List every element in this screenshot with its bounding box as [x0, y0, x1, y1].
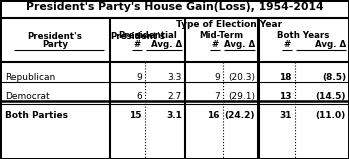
Text: (8.5): (8.5) [322, 73, 346, 82]
Text: Democrat: Democrat [5, 92, 50, 101]
Text: Both Years: Both Years [277, 31, 330, 40]
Text: Mid-Term: Mid-Term [199, 31, 244, 40]
Text: 3.3: 3.3 [168, 73, 182, 82]
Text: #: # [212, 40, 219, 49]
Text: Republican: Republican [5, 73, 55, 82]
Text: (14.5): (14.5) [315, 92, 346, 101]
Text: #: # [134, 40, 141, 49]
Text: (24.2): (24.2) [224, 111, 255, 120]
Text: 31: 31 [280, 111, 292, 120]
Text: 9: 9 [214, 73, 220, 82]
Text: Party: Party [42, 40, 68, 49]
Text: #: # [284, 40, 291, 49]
Text: Avg. Δ: Avg. Δ [151, 40, 182, 49]
Text: (29.1): (29.1) [228, 92, 255, 101]
Text: 2.7: 2.7 [168, 92, 182, 101]
Text: 13: 13 [280, 92, 292, 101]
Text: 3.1: 3.1 [166, 111, 182, 120]
Text: President's Party's House Gain(Loss), 1954-2014: President's Party's House Gain(Loss), 19… [26, 2, 323, 12]
Text: 6: 6 [136, 92, 142, 101]
Text: 7: 7 [214, 92, 220, 101]
Text: Both Parties: Both Parties [5, 111, 68, 120]
Text: Type of Election Year: Type of Election Year [177, 20, 283, 29]
Text: (11.0): (11.0) [316, 111, 346, 120]
Text: Avg. Δ: Avg. Δ [315, 40, 346, 49]
Text: (20.3): (20.3) [228, 73, 255, 82]
Text: 18: 18 [280, 73, 292, 82]
Text: 15: 15 [129, 111, 142, 120]
Text: 9: 9 [136, 73, 142, 82]
Text: President's: President's [110, 32, 165, 41]
Text: 16: 16 [208, 111, 220, 120]
Text: President's: President's [28, 32, 82, 41]
Text: Presidential: Presidential [118, 31, 177, 40]
Text: Avg. Δ: Avg. Δ [224, 40, 255, 49]
